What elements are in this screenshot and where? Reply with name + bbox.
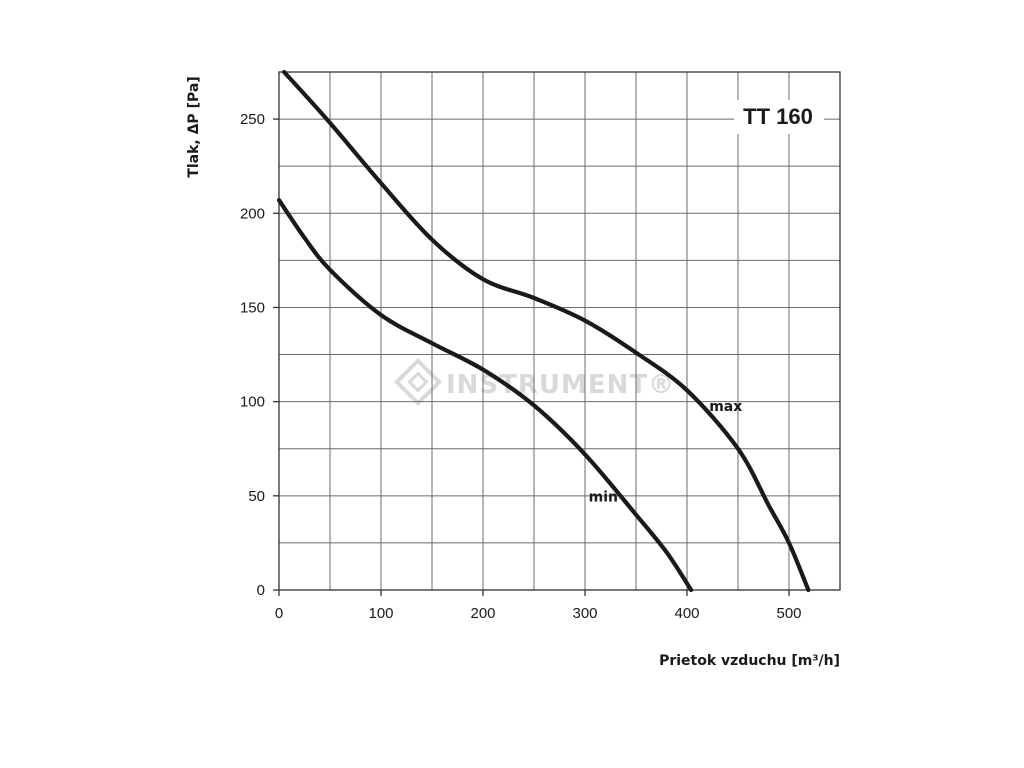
x-tick-label: 100 [368,605,393,622]
x-axis-ticks: 0 100 200 300 400 500 [275,590,802,622]
title-background [734,100,824,134]
y-tick-label: 150 [240,299,265,316]
x-axis-title: Prietok vzduchu [m³/h] [659,653,840,669]
watermark: INSTRUMENT® [393,357,675,407]
grid [279,72,840,590]
series-label-max: max [709,399,742,415]
y-tick-label: 100 [240,394,265,411]
y-tick-label: 200 [240,205,265,222]
x-tick-label: 200 [470,605,495,622]
chart-title: TT 160 [743,104,813,129]
series-line-max [282,69,811,593]
x-tick-label: 300 [572,605,597,622]
series-line-min [276,198,694,593]
watermark-text: INSTRUMENT® [446,370,675,400]
curves [276,69,811,593]
x-tick-label: 500 [776,605,801,622]
series-labels: max min [589,399,743,505]
y-tick-label: 0 [257,582,265,599]
x-tick-label: 400 [674,605,699,622]
x-tick-label: 0 [275,605,283,622]
y-axis-ticks: 0 50 100 150 200 250 [240,111,279,599]
y-tick-label: 50 [248,488,265,505]
y-axis-title: Tlak, ΔP [Pa] [186,76,202,177]
y-tick-label: 250 [240,111,265,128]
plot-frame [278,71,841,591]
watermark-logo-icon [393,357,443,407]
series-label-min: min [589,489,618,505]
